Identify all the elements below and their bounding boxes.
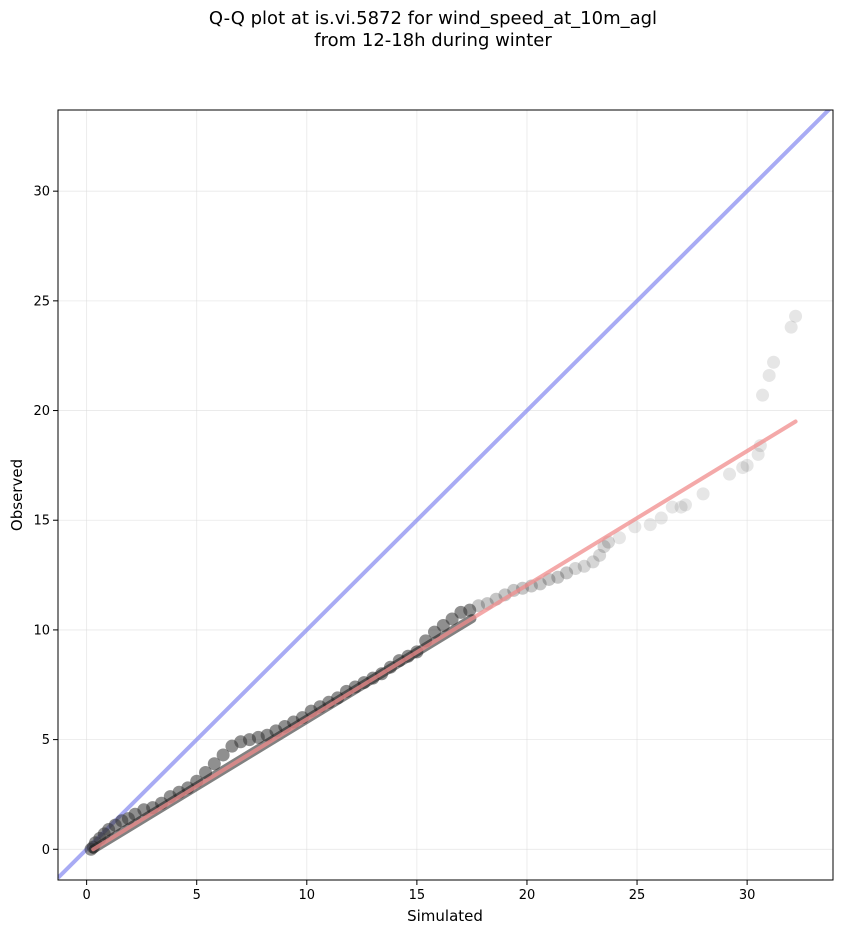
data-point <box>207 757 221 771</box>
data-points <box>84 309 803 856</box>
data-point <box>736 461 750 475</box>
data-point <box>463 603 477 617</box>
data-point <box>767 355 781 369</box>
data-point <box>577 559 591 573</box>
data-point <box>586 555 600 569</box>
chart-title-line-2: from 12-18h during winter <box>314 30 552 51</box>
x-tick-label: 15 <box>409 888 426 903</box>
x-axis-label: Simulated <box>407 907 483 925</box>
x-tick-label: 30 <box>739 888 756 903</box>
x-tick-label: 10 <box>299 888 316 903</box>
y-tick-label: 30 <box>33 185 50 200</box>
plot-area <box>58 110 832 880</box>
data-point <box>472 599 486 613</box>
data-point <box>784 320 798 334</box>
data-point <box>568 561 582 575</box>
data-point <box>560 566 574 580</box>
data-point <box>665 500 679 514</box>
data-point <box>756 388 770 402</box>
data-point <box>674 500 688 514</box>
y-tick-label: 0 <box>42 843 50 858</box>
data-point <box>723 467 737 481</box>
x-axis-ticks: 0 5 10 15 20 25 30 <box>82 880 755 903</box>
data-point <box>593 548 607 562</box>
plot-frame <box>57 109 834 881</box>
x-tick-label: 0 <box>82 888 90 903</box>
data-point <box>612 531 626 545</box>
data-point <box>643 518 657 532</box>
data-point <box>678 498 692 512</box>
y-tick-label: 20 <box>33 404 50 419</box>
data-point <box>696 487 710 501</box>
x-tick-label: 25 <box>629 888 646 903</box>
y-tick-label: 5 <box>42 733 50 748</box>
x-tick-label: 20 <box>519 888 536 903</box>
data-point <box>654 511 668 525</box>
data-point <box>751 447 765 461</box>
data-point <box>789 309 803 323</box>
y-tick-label: 10 <box>33 623 50 638</box>
data-point <box>740 458 754 472</box>
data-point <box>216 748 230 762</box>
y-axis-ticks: 0 5 10 15 20 25 30 <box>33 185 58 858</box>
fit-line <box>91 419 798 852</box>
data-point <box>762 368 776 382</box>
data-point <box>542 572 556 586</box>
x-tick-label: 5 <box>193 888 201 903</box>
y-tick-label: 15 <box>33 514 50 529</box>
y-tick-label: 25 <box>33 294 50 309</box>
chart-title: Q-Q plot at is.vi.5872 for wind_speed_at… <box>0 8 843 52</box>
chart-title-line-1: Q-Q plot at is.vi.5872 for wind_speed_at… <box>208 8 658 29</box>
y-axis-label: Observed <box>8 459 26 531</box>
data-point <box>597 540 611 554</box>
one-to-one-reference-line <box>58 110 832 880</box>
data-point <box>551 570 565 584</box>
